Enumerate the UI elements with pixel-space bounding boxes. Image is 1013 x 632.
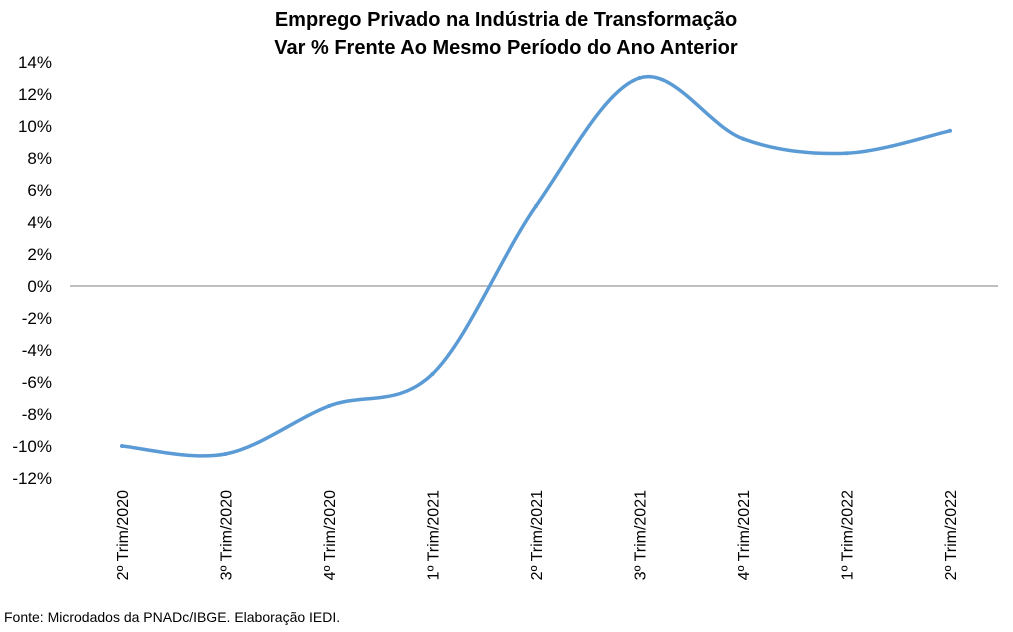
y-tick-label: 14% <box>18 53 52 72</box>
data-point <box>948 128 952 133</box>
x-tick-label: 1º Trim/2021 <box>426 490 443 580</box>
series-line <box>120 74 952 458</box>
x-tick-label: 3º Trim/2021 <box>633 490 650 580</box>
data-point <box>120 444 124 448</box>
x-tick-label: 2º Trim/2021 <box>529 490 546 580</box>
data-point <box>637 76 642 80</box>
y-tick-label: -4% <box>22 341 52 360</box>
x-tick-label: 3º Trim/2020 <box>219 490 236 580</box>
y-tick-label: -12% <box>12 469 52 488</box>
chart-title: Emprego Privado na Indústria de Transfor… <box>275 9 737 31</box>
data-point <box>844 151 849 156</box>
y-tick-label: 8% <box>27 149 52 168</box>
source-note: Fonte: Microdados da PNADc/IBGE. Elabora… <box>4 609 341 625</box>
y-tick-label: -6% <box>22 373 52 392</box>
y-tick-label: 12% <box>18 85 52 104</box>
x-tick-label: 2º Trim/2022 <box>943 490 960 580</box>
x-tick-label: 4º Trim/2021 <box>736 490 753 580</box>
y-axis: -12% -10% -8% -6% -4% -2% 0% 2% 4% 6% 8% 10% 12% 14% <box>12 53 998 488</box>
y-tick-label: 2% <box>27 245 52 264</box>
series-group <box>120 74 952 458</box>
chart-subtitle: Var % Frente Ao Mesmo Período do Ano Ant… <box>274 37 738 59</box>
y-tick-label: 6% <box>27 181 52 200</box>
data-point <box>741 136 745 141</box>
data-point <box>223 452 228 456</box>
y-tick-label: 0% <box>27 277 52 296</box>
y-tick-label: 10% <box>18 117 52 136</box>
x-tick-label: 4º Trim/2020 <box>322 490 339 580</box>
data-point <box>430 372 435 376</box>
x-tick-label: 2º Trim/2020 <box>115 490 132 580</box>
x-tick-label: 1º Trim/2022 <box>840 490 857 580</box>
y-tick-label: -2% <box>22 309 52 328</box>
y-tick-label: 4% <box>27 213 52 232</box>
x-axis: 2º Trim/2020 3º Trim/2020 4º Trim/2020 1º T… <box>115 490 960 580</box>
y-tick-label: -10% <box>12 437 52 456</box>
y-tick-label: -8% <box>22 405 52 424</box>
data-point <box>534 204 538 208</box>
data-point <box>327 404 331 408</box>
